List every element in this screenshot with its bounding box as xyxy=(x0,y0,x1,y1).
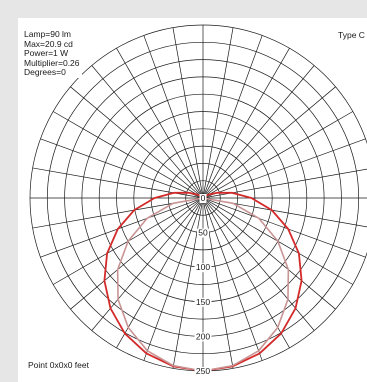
radial-tick-labels: 0 50 100 150 200 250 xyxy=(194,193,212,376)
grid-spoke xyxy=(204,138,366,198)
grid-spoke xyxy=(203,198,336,310)
degrees-label: Degrees=0 xyxy=(24,67,66,77)
point-label: Point 0x0x0 feet xyxy=(28,360,89,370)
lamp-info-block: Lamp=90 lm Max=20.9 cd Power=1 W Multipl… xyxy=(24,29,82,78)
grid-spoke xyxy=(70,86,203,198)
radial-tick-label: 250 xyxy=(196,366,210,376)
grid-spoke xyxy=(116,199,203,348)
grid-spoke xyxy=(53,111,202,198)
grid-spoke xyxy=(203,199,290,348)
multiplier-label: Multiplier=0.26 xyxy=(24,57,80,68)
grid-spoke xyxy=(172,27,204,197)
radial-tick-label-bg xyxy=(194,367,212,376)
grid-spoke xyxy=(91,65,203,198)
radial-tick-label: 100 xyxy=(196,262,210,272)
grid-spoke xyxy=(203,86,336,198)
polar-chart-panel: 0 50 100 150 200 250 Lamp=90 lm Max=20.9 cd P… xyxy=(18,18,367,382)
grid-spoke xyxy=(203,199,263,361)
power-label: Power=1 W xyxy=(24,48,69,58)
lamp-label: Lamp=90 lm xyxy=(24,29,72,39)
grid-spoke xyxy=(143,35,203,197)
grid-spoke xyxy=(40,138,202,198)
grid-spoke xyxy=(116,48,203,197)
grid-spoke xyxy=(203,48,290,197)
type-label: Type C xyxy=(338,30,365,40)
radial-tick-label: 50 xyxy=(198,228,208,238)
polar-chart: 0 50 100 150 200 250 xyxy=(29,24,367,376)
grid-spoke xyxy=(40,198,202,258)
grid-spoke xyxy=(202,199,234,369)
radial-tick-label: 200 xyxy=(196,331,210,341)
radial-tick-label-bg xyxy=(194,263,212,273)
radial-tick-label: 150 xyxy=(196,297,210,307)
grid-spoke xyxy=(203,35,263,197)
radial-tick-label-bg xyxy=(194,332,212,342)
grid-spoke xyxy=(70,198,203,310)
radial-tick-label-bg xyxy=(199,194,207,203)
grid-spoke xyxy=(204,111,353,198)
grid-spoke xyxy=(202,27,234,197)
grid-spoke xyxy=(203,65,315,198)
radial-tick-label: 0 xyxy=(201,193,206,203)
grid-spokes xyxy=(30,25,367,371)
grid-spoke xyxy=(204,198,366,258)
grid-spoke xyxy=(172,199,204,369)
radial-tick-label-bg xyxy=(194,297,212,307)
grid-spoke xyxy=(143,199,203,361)
max-label: Max=20.9 cd xyxy=(24,38,73,49)
radial-tick-label-bg xyxy=(197,228,209,238)
